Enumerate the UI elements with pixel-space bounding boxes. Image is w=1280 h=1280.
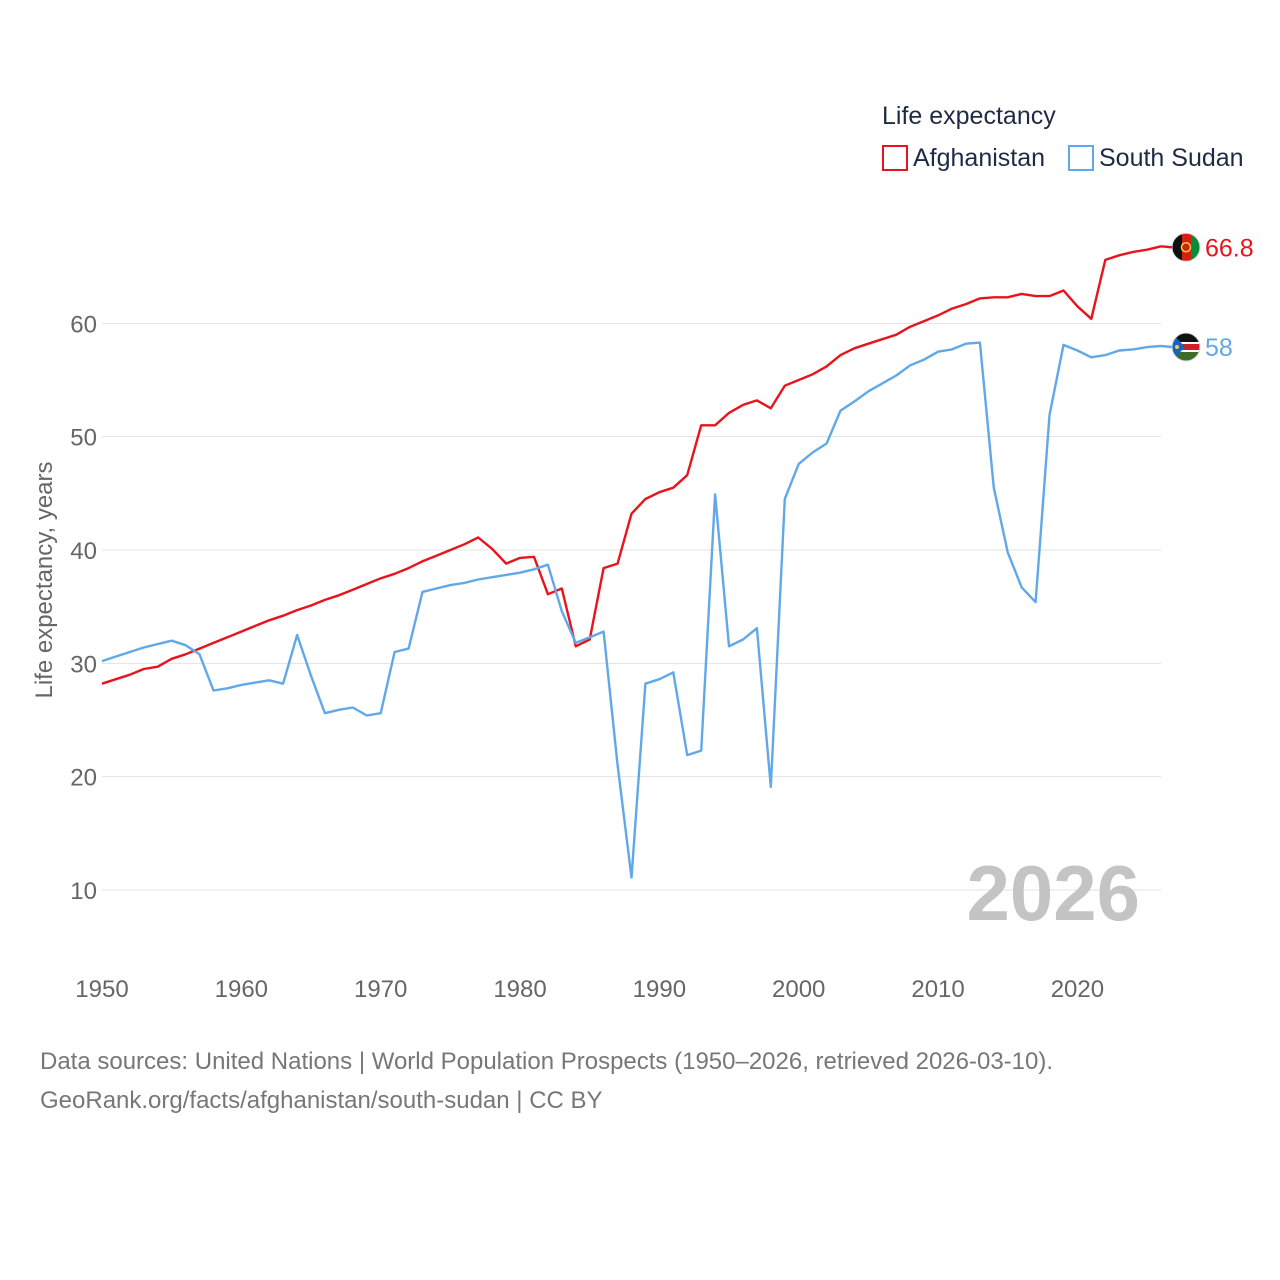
- series-line-afghanistan[interactable]: [101, 245, 1162, 685]
- x-tick-label-2000: 2000: [772, 976, 825, 1003]
- end-connector-south-sudan: [1160, 344, 1173, 349]
- legend-item-south-sudan[interactable]: South Sudan: [1068, 144, 1244, 172]
- afghanistan-flag-icon: [1171, 232, 1201, 262]
- x-tick-label-2010: 2010: [911, 976, 964, 1003]
- y-tick-label-40: 40: [70, 538, 97, 565]
- end-value-south-sudan: 58: [1205, 334, 1233, 362]
- y-tick-label-10: 10: [70, 878, 97, 905]
- end-connector-afghanistan: [1160, 245, 1173, 249]
- series-lines: [101, 245, 1162, 879]
- x-tick-label-1990: 1990: [633, 976, 686, 1003]
- south-sudan-flag-icon: [1171, 332, 1201, 362]
- legend-item-afghanistan[interactable]: Afghanistan: [882, 144, 1045, 172]
- y-tick-label-20: 20: [70, 765, 97, 792]
- source-line-1: Data sources: United Nations | World Pop…: [40, 1048, 1053, 1075]
- legend-title: Life expectancy: [882, 102, 1056, 130]
- y-axis-ticks: 10 20 30 40 50 60: [70, 311, 97, 905]
- y-tick-label-30: 30: [70, 651, 97, 678]
- x-tick-label-2020: 2020: [1051, 976, 1104, 1003]
- end-labels: 66.8 58: [1160, 232, 1254, 362]
- y-tick-label-50: 50: [70, 425, 97, 452]
- end-value-afghanistan: 66.8: [1205, 234, 1254, 262]
- source-line-2: GeoRank.org/facts/afghanistan/south-suda…: [40, 1087, 603, 1114]
- x-tick-label-1950: 1950: [75, 976, 128, 1003]
- legend-label-south-sudan: South Sudan: [1099, 144, 1244, 172]
- x-tick-label-1960: 1960: [215, 976, 268, 1003]
- year-watermark: 2026: [966, 849, 1140, 937]
- x-tick-label-1970: 1970: [354, 976, 407, 1003]
- legend: Life expectancy Afghanistan South Sudan: [882, 102, 1244, 172]
- legend-swatch-south-sudan: [1068, 145, 1094, 171]
- series-line-south-sudan[interactable]: [101, 341, 1162, 879]
- legend-label-afghanistan: Afghanistan: [913, 144, 1045, 172]
- legend-swatch-afghanistan: [882, 145, 908, 171]
- gridlines: [102, 322, 1161, 891]
- x-tick-label-1980: 1980: [493, 976, 546, 1003]
- y-axis-title: Life expectancy, years: [31, 461, 58, 698]
- x-axis-ticks: 1950 1960 1970 1980 1990 2000 2010 2020: [75, 976, 1104, 1003]
- y-tick-label-60: 60: [70, 311, 97, 338]
